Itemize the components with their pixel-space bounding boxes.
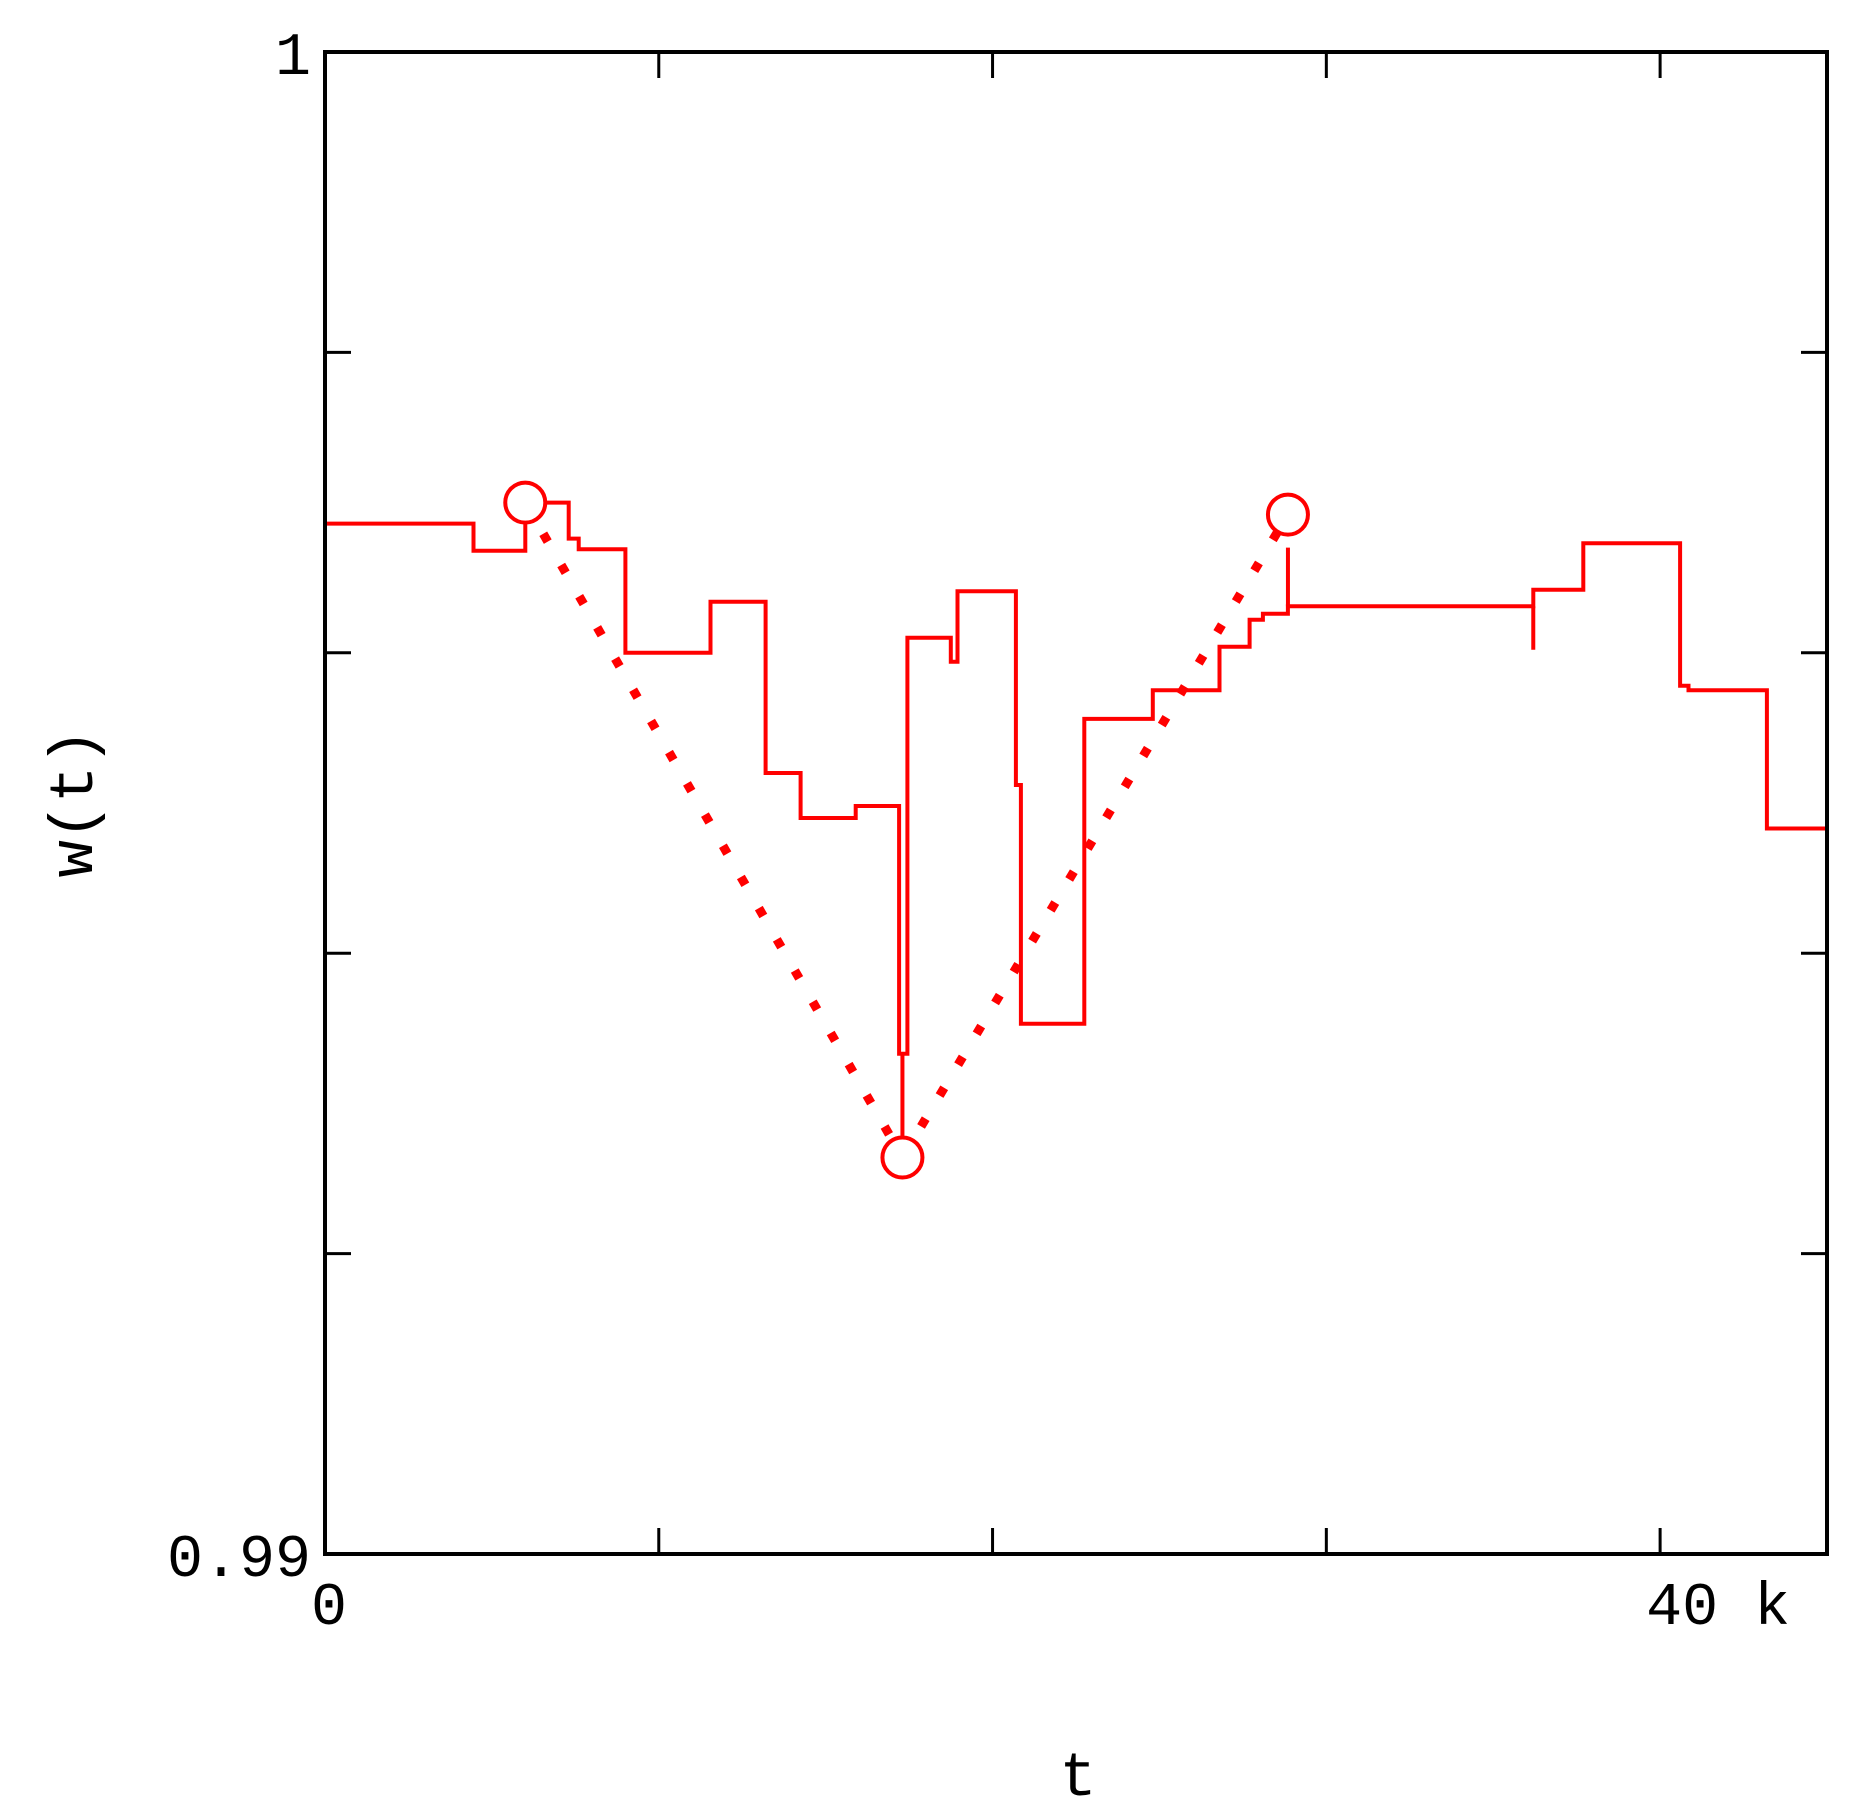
- circle-marker-1: [503, 480, 548, 525]
- tick-marks: [325, 52, 1827, 1554]
- circle-marker-2: [880, 1135, 925, 1180]
- y-tick-label-1: 0.99: [167, 1527, 311, 1595]
- data-layer: [325, 480, 1827, 1180]
- x-tick-label-1: 0: [311, 1575, 347, 1643]
- circle-marker-3: [1265, 492, 1310, 537]
- y-axis-label: w(t): [40, 729, 111, 878]
- x-axis-label: t: [1059, 1743, 1096, 1814]
- x-tick-label-2: 40 k: [1646, 1575, 1790, 1643]
- plot-frame: [323, 50, 1829, 1556]
- y-tick-label-2: 1: [275, 25, 311, 93]
- tick-labels: 0 40 k 0.99 1: [167, 25, 1790, 1643]
- step-series-line: [325, 500, 1827, 1056]
